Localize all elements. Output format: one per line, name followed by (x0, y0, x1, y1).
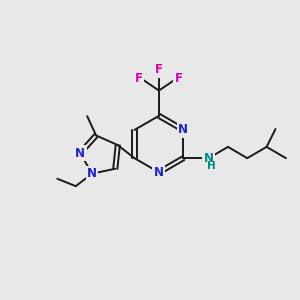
Text: F: F (175, 72, 183, 85)
Text: N: N (87, 167, 97, 180)
Text: N: N (75, 147, 85, 160)
Text: N: N (204, 152, 214, 165)
Text: F: F (135, 72, 143, 85)
Text: N: N (178, 123, 188, 136)
Text: F: F (155, 63, 163, 76)
Text: H: H (207, 161, 216, 172)
Text: N: N (154, 166, 164, 179)
